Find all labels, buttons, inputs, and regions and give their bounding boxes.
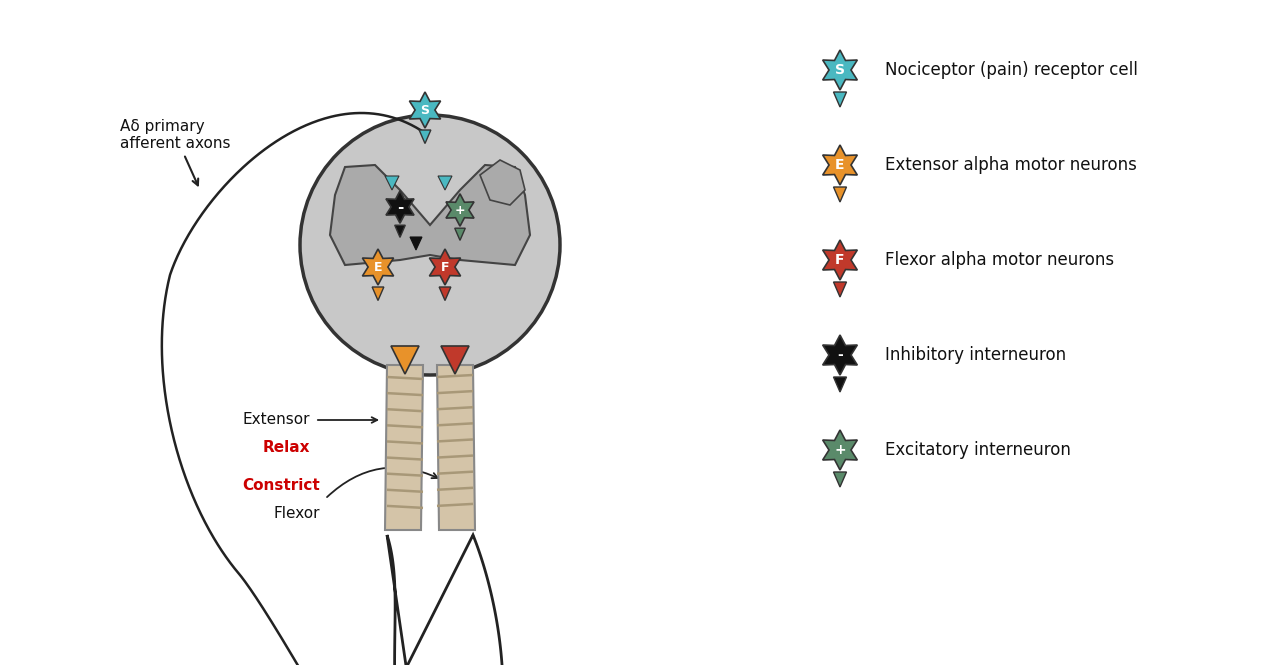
Polygon shape [410,92,440,128]
Text: +: + [454,203,466,217]
Text: Relax: Relax [262,440,310,456]
Text: +: + [835,443,846,457]
Polygon shape [445,194,474,226]
Polygon shape [833,187,846,202]
Text: Flexor alpha motor neurons: Flexor alpha motor neurons [884,251,1114,269]
Polygon shape [480,160,525,205]
Polygon shape [833,92,846,107]
Text: F: F [440,261,449,273]
Polygon shape [429,249,461,285]
Text: Inhibitory interneuron: Inhibitory interneuron [884,346,1066,364]
Polygon shape [410,237,422,250]
Text: S: S [421,104,430,116]
Circle shape [300,115,561,375]
Text: Nociceptor (pain) receptor cell: Nociceptor (pain) receptor cell [884,61,1138,79]
Text: F: F [836,253,845,267]
Polygon shape [419,130,431,144]
Polygon shape [436,365,475,530]
Polygon shape [439,287,451,301]
Polygon shape [385,176,399,190]
Text: -: - [397,200,403,215]
Polygon shape [833,282,846,297]
Polygon shape [833,377,846,392]
Polygon shape [833,472,846,487]
Polygon shape [390,346,419,374]
Polygon shape [438,176,452,190]
Polygon shape [385,365,422,530]
Polygon shape [372,287,384,301]
Text: Constrict: Constrict [242,477,320,493]
Polygon shape [387,535,503,665]
Text: Aδ primary
afferent axons: Aδ primary afferent axons [120,119,230,186]
Polygon shape [330,165,530,265]
Polygon shape [823,430,858,470]
Polygon shape [454,228,465,240]
Polygon shape [387,191,413,223]
Polygon shape [823,145,858,185]
Text: Excitatory interneuron: Excitatory interneuron [884,441,1071,459]
Polygon shape [394,225,406,237]
Polygon shape [823,50,858,90]
Polygon shape [823,240,858,280]
Text: E: E [374,261,383,273]
Text: S: S [835,63,845,77]
Text: Flexor: Flexor [274,505,320,521]
Polygon shape [362,249,393,285]
Polygon shape [823,335,858,375]
Text: E: E [836,158,845,172]
Text: Extensor: Extensor [242,412,310,428]
Text: Extensor alpha motor neurons: Extensor alpha motor neurons [884,156,1137,174]
Polygon shape [442,346,468,374]
Text: -: - [837,348,842,362]
